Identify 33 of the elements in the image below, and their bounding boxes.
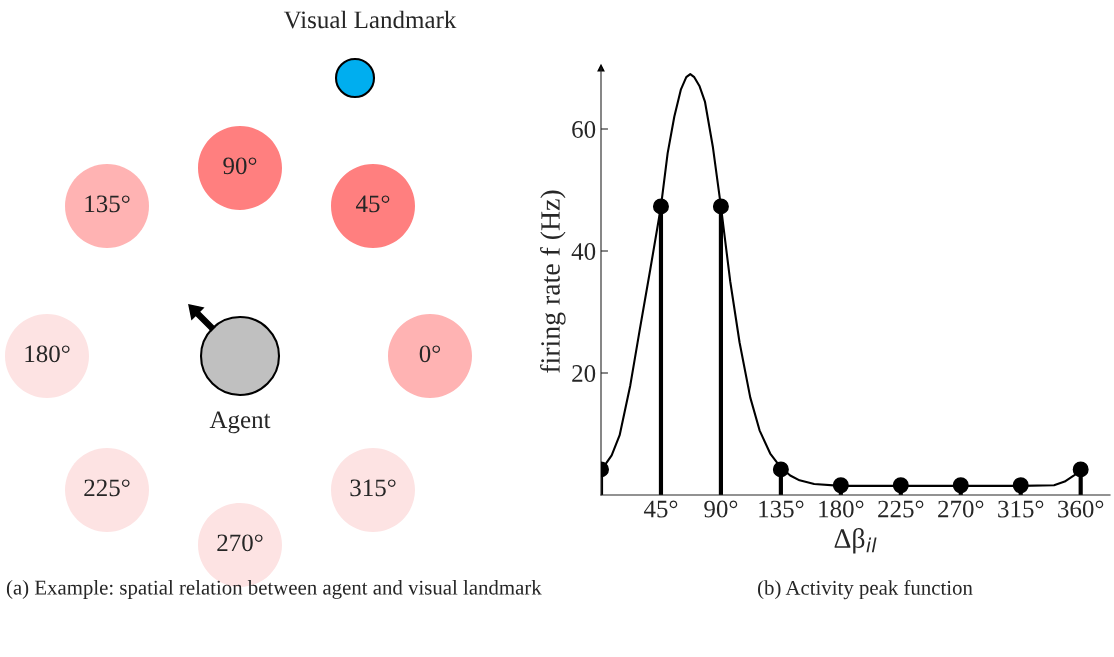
- text: Agent: [209, 411, 271, 434]
- point: [952, 477, 969, 494]
- point: [892, 477, 909, 494]
- y-tick-label: 20: [572, 365, 596, 382]
- text: 135°: [85, 195, 130, 213]
- text: (a) Example: spatial relation between agent and visual landmark: [6, 580, 542, 599]
- text: 45°: [355, 195, 390, 213]
- y-tick-label: 40: [571, 243, 596, 260]
- x-tick-label: 180°: [819, 500, 864, 518]
- point: [1072, 461, 1089, 478]
- point: [1012, 477, 1029, 494]
- text: 90°: [223, 157, 257, 175]
- x-tick-label: 135°: [759, 500, 804, 518]
- text: 270°: [217, 534, 263, 552]
- text: Visual Landmark: [283, 10, 457, 29]
- text: 180°: [25, 345, 70, 363]
- text: 225°: [84, 479, 130, 497]
- x-axis-title: Δβ$_{il}$: [834, 528, 877, 554]
- x-tick-label: 90°: [704, 500, 738, 518]
- y-axis-title: firing rate f (Hz): [540, 190, 566, 373]
- y-tick-label: 60: [572, 121, 596, 138]
- x-tick-label: 315°: [998, 500, 1044, 518]
- text: 315°: [350, 479, 396, 497]
- text: (b) Activity peak function: [758, 580, 973, 600]
- point: [652, 198, 669, 215]
- x-tick-label: 225°: [878, 500, 924, 518]
- x-tick-label: 270°: [938, 500, 984, 518]
- x-tick-label: 360°: [1058, 500, 1104, 518]
- x-tick-label: 45°: [643, 500, 678, 518]
- point: [712, 198, 729, 215]
- point: [772, 461, 789, 478]
- text: 0°: [419, 345, 441, 363]
- point: [832, 477, 849, 494]
